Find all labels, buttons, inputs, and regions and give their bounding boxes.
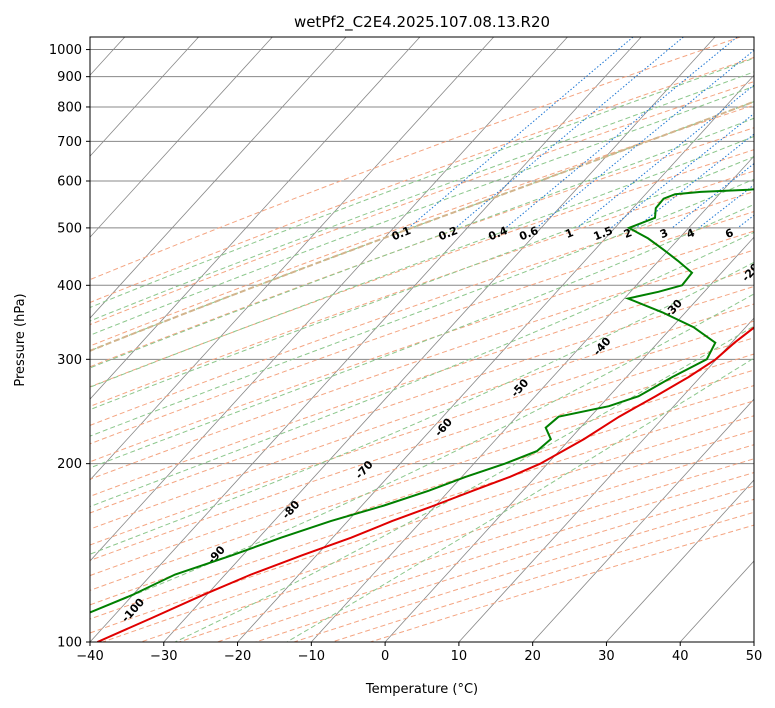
- x-tick-label: 30: [598, 649, 615, 664]
- x-tick-label: 0: [381, 649, 389, 664]
- x-tick-label: −10: [298, 649, 325, 664]
- y-tick-label: 900: [57, 70, 82, 85]
- mixing-ratio-line: [505, 37, 738, 229]
- moist-adiabat: [90, 293, 754, 614]
- y-tick-label: 100: [57, 636, 82, 651]
- x-axis-label: Temperature (°C): [365, 682, 478, 697]
- dry-adiabat: [90, 104, 754, 347]
- isotherm-line: [90, 37, 494, 481]
- x-tick-label: −40: [76, 649, 103, 664]
- moist-adiabat-label: -50: [508, 376, 531, 400]
- plot-grid: [90, 37, 775, 642]
- moist-adiabat-label: -70: [353, 458, 376, 482]
- y-tick-label: 500: [57, 221, 82, 236]
- dry-adiabat: [90, 353, 754, 577]
- dry-adiabat: [255, 485, 754, 642]
- x-tick-label: 20: [524, 649, 541, 664]
- mixing-ratio-label: 3: [658, 226, 670, 241]
- dry-adiabat: [217, 472, 754, 642]
- mixing-ratio-line: [698, 184, 754, 229]
- x-tick-label: 10: [451, 649, 468, 664]
- mixing-ratio-label: 10: [771, 225, 775, 243]
- isotherm-line: [458, 317, 754, 642]
- y-tick-label: 400: [57, 279, 82, 294]
- moist-adiabat: [90, 135, 754, 388]
- temperature-profile: [96, 326, 754, 642]
- dry-adiabat: [90, 415, 754, 634]
- dry-adiabat: [90, 56, 754, 304]
- moist-adiabat: [90, 71, 754, 322]
- y-tick-label: 700: [57, 135, 82, 150]
- x-tick-label: −30: [150, 649, 177, 664]
- dewpoint-profile: [90, 188, 754, 614]
- moist-adiabat: [90, 178, 754, 437]
- isotherm-line: [90, 37, 568, 562]
- isotherm-line: [90, 37, 347, 319]
- x-tick-label: 50: [746, 649, 763, 664]
- y-axis-label: Pressure (hPa): [13, 293, 28, 386]
- isotherm-line: [90, 37, 199, 157]
- isotherm-line: [753, 641, 754, 642]
- dry-adiabat: [331, 511, 754, 642]
- isotherm-line: [679, 560, 754, 642]
- mixing-ratio-line: [455, 37, 684, 229]
- mixing-ratio-label: 1.5: [592, 224, 615, 243]
- y-tick-label: 800: [57, 100, 82, 115]
- dry-adiabat: [140, 444, 754, 642]
- moist-adiabat: [286, 357, 754, 642]
- moist-adiabat-label: -20: [739, 260, 762, 284]
- dry-adiabat: [90, 400, 754, 620]
- sounding-series: [90, 188, 754, 642]
- isotherm-line: [384, 236, 754, 642]
- mixing-ratio-line: [737, 214, 754, 229]
- chart-title: wetPf2_C2E4.2025.107.08.13.R20: [294, 13, 550, 32]
- y-tick-label: 200: [57, 457, 82, 472]
- isotherm-line: [163, 37, 716, 642]
- moist-adiabat-label: -60: [432, 415, 455, 439]
- y-tick-label: 1000: [49, 43, 82, 58]
- isotherm-line: [532, 398, 754, 642]
- mixing-ratio-label: 2: [622, 226, 634, 241]
- moist-adiabat: [90, 231, 754, 508]
- mixing-ratio-line: [766, 37, 775, 228]
- dry-adiabat: [90, 320, 754, 546]
- mixing-ratio-line: [576, 84, 754, 229]
- x-tick-label: −20: [224, 649, 251, 664]
- mixing-ratio-line: [408, 37, 634, 229]
- isotherm-line: [90, 37, 273, 238]
- isotherm-line: [237, 74, 754, 642]
- x-tick-label: 40: [672, 649, 689, 664]
- moist-adiabat: [90, 156, 754, 411]
- dry-adiabat: [90, 37, 741, 281]
- y-tick-label: 300: [57, 353, 82, 368]
- frost-adiabat: [90, 100, 754, 352]
- mixing-ratio-line: [610, 112, 754, 229]
- isotherm-line: [90, 37, 421, 400]
- y-tick-label: 600: [57, 174, 82, 189]
- dry-adiabat: [90, 369, 754, 591]
- moist-adiabat: [90, 261, 754, 555]
- mixing-ratio-label: 0.1: [390, 224, 413, 243]
- mixing-ratio-line: [635, 133, 754, 229]
- dry-adiabat: [90, 127, 754, 368]
- dry-adiabat: [90, 337, 754, 561]
- mixing-ratio-label: 8: [752, 226, 764, 241]
- moist-adiabat: [90, 57, 754, 309]
- mixing-ratio-label: 0.6: [517, 224, 540, 243]
- mixing-ratio-label: 1: [563, 226, 575, 241]
- moist-adiabat-label: -80: [280, 498, 303, 522]
- dry-adiabat: [90, 303, 754, 530]
- dry-adiabat: [90, 385, 754, 606]
- plot-frame: [89, 36, 755, 643]
- isotherm-line: [311, 155, 754, 642]
- isotherm-line: [90, 37, 642, 642]
- dry-adiabat: [370, 524, 754, 642]
- line-labels: 0.10.20.40.611.52346810131620253036-100-…: [119, 224, 775, 625]
- mixing-ratio-line: [671, 162, 754, 229]
- mixing-ratio-line: [536, 49, 754, 229]
